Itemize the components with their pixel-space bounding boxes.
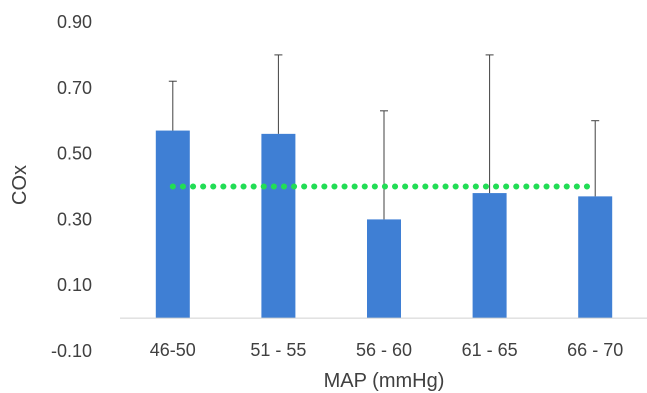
y-tick-label: 0.70 bbox=[57, 78, 92, 98]
error-bars bbox=[168, 54, 600, 220]
y-tick-label: 0.90 bbox=[57, 12, 92, 32]
error-bar bbox=[274, 54, 283, 134]
y-tick-label: 0.10 bbox=[57, 275, 92, 295]
x-tick-label: 56 - 60 bbox=[356, 340, 412, 360]
bar bbox=[472, 193, 507, 319]
error-bar bbox=[168, 80, 177, 131]
x-tick-label: 61 - 65 bbox=[462, 340, 518, 360]
x-tick-label: 66 - 70 bbox=[567, 340, 623, 360]
y-axis-ticks: -0.10 0.10 0.30 0.50 0.70 0.90 bbox=[51, 12, 92, 361]
y-tick-label: -0.10 bbox=[51, 341, 92, 361]
error-bar bbox=[380, 110, 388, 220]
y-tick-label: 0.30 bbox=[57, 209, 92, 229]
bars bbox=[155, 130, 613, 319]
error-bar bbox=[591, 120, 600, 197]
x-tick-label: 51 - 55 bbox=[250, 340, 306, 360]
x-tick-label: 46-50 bbox=[150, 340, 196, 360]
bar bbox=[367, 219, 401, 319]
bar bbox=[578, 196, 613, 319]
y-axis-label: COx bbox=[9, 165, 31, 205]
x-axis-label: MAP (mmHg) bbox=[324, 370, 445, 392]
y-tick-label: 0.50 bbox=[57, 144, 92, 164]
error-bar bbox=[485, 54, 494, 194]
x-axis-ticks: 46-50 51 - 55 56 - 60 61 - 65 66 - 70 bbox=[150, 340, 623, 360]
bar bbox=[155, 130, 190, 319]
bar bbox=[261, 133, 296, 319]
